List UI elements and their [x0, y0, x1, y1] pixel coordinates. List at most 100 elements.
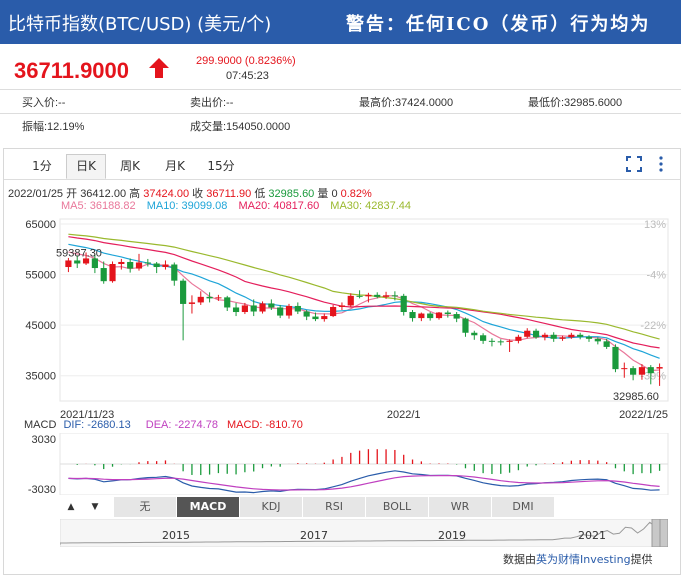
candle-body — [65, 260, 72, 268]
candle-body — [330, 306, 337, 317]
macd-tick-label: 3030 — [32, 434, 56, 446]
candle-body — [224, 297, 231, 308]
candle-body — [197, 296, 204, 303]
candle-body — [135, 262, 143, 269]
period-tabs: 1分 日K 周K 月K 15分 — [4, 149, 680, 180]
candle-body — [109, 263, 116, 282]
ma30-value: MA30: 42837.44 — [330, 200, 412, 212]
candle-body — [118, 261, 125, 264]
ohlc-vol: 0 — [331, 188, 338, 200]
candle-body — [91, 258, 98, 269]
candle-body — [303, 311, 310, 317]
x-tick-label: 2022/1 — [387, 409, 421, 421]
ohlc-date: 2022/01/25 — [8, 188, 64, 200]
tab-1min[interactable]: 1分 — [32, 159, 52, 173]
candle-body — [232, 307, 240, 313]
ohlc-pct: 0.82% — [340, 188, 372, 200]
macd-dea-line — [68, 475, 660, 491]
candle-body — [621, 368, 628, 370]
fullscreen-icon[interactable] — [626, 156, 642, 172]
indicator-tab-kdj[interactable]: KDJ — [240, 497, 303, 517]
candle-body — [418, 313, 425, 319]
tab-daily[interactable]: 日K — [66, 154, 106, 179]
range-navigator[interactable] — [60, 519, 668, 547]
indicator-tab-dmi[interactable]: DMI — [492, 497, 555, 517]
candle-body — [321, 316, 328, 320]
candle-body — [127, 261, 134, 269]
ohlc-close: 36711.90 — [206, 188, 252, 200]
price-bar — [0, 44, 681, 90]
candle-body — [153, 263, 160, 268]
indicator-tab-wr[interactable]: WR — [429, 497, 492, 517]
candle-body — [250, 305, 257, 312]
tab-15min[interactable]: 15分 — [207, 159, 235, 173]
indicator-tab-boll[interactable]: BOLL — [366, 497, 429, 517]
high-price: 最高价:37424.0000 — [359, 97, 454, 109]
macd-legend: MACD DIF: -2680.13 DEA: -2274.78 MACD: -… — [24, 419, 303, 431]
warning-banner: 警告：任何ICO（发币）行为均为 — [346, 14, 651, 35]
tab-weekly[interactable]: 周K — [120, 159, 140, 173]
scroll-left-icon[interactable]: ▲ — [67, 502, 75, 512]
more-options-icon[interactable] — [654, 156, 668, 172]
macd-dea: DEA: -2274.78 — [145, 419, 218, 431]
chart-frame — [59, 218, 669, 402]
ask-price: 卖出价:-- — [190, 97, 234, 109]
candle-body — [444, 312, 451, 315]
candle-body — [285, 305, 293, 316]
candle-body — [268, 303, 275, 308]
ohlc-open: 36412.00 — [80, 188, 127, 200]
footer-suffix: 提供 — [630, 553, 653, 566]
info-row: 振幅:12.19% 成交量:154050.0000 — [0, 113, 681, 137]
macd-chart: 3030 -3030 — [28, 433, 669, 495]
candle-body — [471, 332, 478, 336]
scroll-right-icon[interactable]: ▼ — [91, 502, 99, 512]
volume: 成交量:154050.0000 — [190, 121, 291, 133]
indicator-tab-none[interactable]: 无 — [114, 497, 177, 517]
candle-body — [382, 295, 390, 297]
candle-body — [488, 340, 496, 342]
macd-tick-label: -3030 — [28, 484, 56, 495]
candle-body — [585, 336, 593, 339]
indicator-tab-macd[interactable]: MACD — [177, 497, 240, 517]
chart-panel: 1分 日K 周K 月K 15分 2022/01/25 开 36412.00 高 … — [3, 148, 681, 575]
range-year-label: 2015 — [162, 529, 190, 542]
candle-body — [374, 294, 381, 297]
amplitude: 振幅:12.19% — [22, 121, 85, 133]
ohlc-high-label: 高 — [129, 188, 141, 200]
bid-price: 买入价:-- — [22, 97, 66, 109]
candlestick-chart[interactable]: 65000 13%55000 -4%45000 -22%35000 -39%59387.… — [4, 215, 680, 407]
candle-body — [515, 336, 522, 341]
candle-body — [259, 303, 266, 312]
low-price: 最低价:32985.6000 — [528, 97, 623, 109]
ma20-value: MA20: 40817.60 — [238, 200, 320, 212]
candle-body — [162, 264, 169, 268]
ma10-value: MA10: 39099.08 — [146, 200, 228, 212]
candle-body — [180, 280, 187, 304]
candle-body — [100, 268, 107, 282]
ma30-line — [68, 233, 660, 340]
price-change: 299.9000 (0.8236%) — [196, 55, 296, 67]
candle-body — [630, 368, 637, 375]
candle-body — [453, 314, 460, 319]
current-price: 36711.9000 — [14, 58, 130, 83]
candle-body — [541, 334, 548, 338]
macd-dif-line — [68, 470, 660, 494]
macd-title: MACD — [24, 419, 57, 431]
candle-body — [612, 346, 619, 370]
candle-body — [277, 307, 284, 316]
x-tick-label: 2021/11/23 — [60, 409, 114, 421]
candle-body — [497, 341, 504, 343]
candle-body — [568, 334, 575, 338]
indicator-tab-rsi[interactable]: RSI — [303, 497, 366, 517]
candle-body — [647, 367, 654, 374]
candle-body — [347, 295, 354, 306]
candle-body — [356, 295, 363, 297]
x-tick-label: 2022/1/25 — [619, 409, 668, 421]
candle-body — [656, 367, 663, 369]
candle-body — [294, 305, 301, 312]
footer-brand-link[interactable]: 英为财情Investing — [536, 553, 631, 566]
title-bar: 比特币指数(BTC/USD) (美元/个) 警告：任何ICO（发币）行为均为 — [0, 0, 681, 44]
y-tick-label: 35000 — [25, 371, 56, 383]
tab-monthly[interactable]: 月K — [165, 159, 185, 173]
candle-body — [215, 297, 222, 299]
